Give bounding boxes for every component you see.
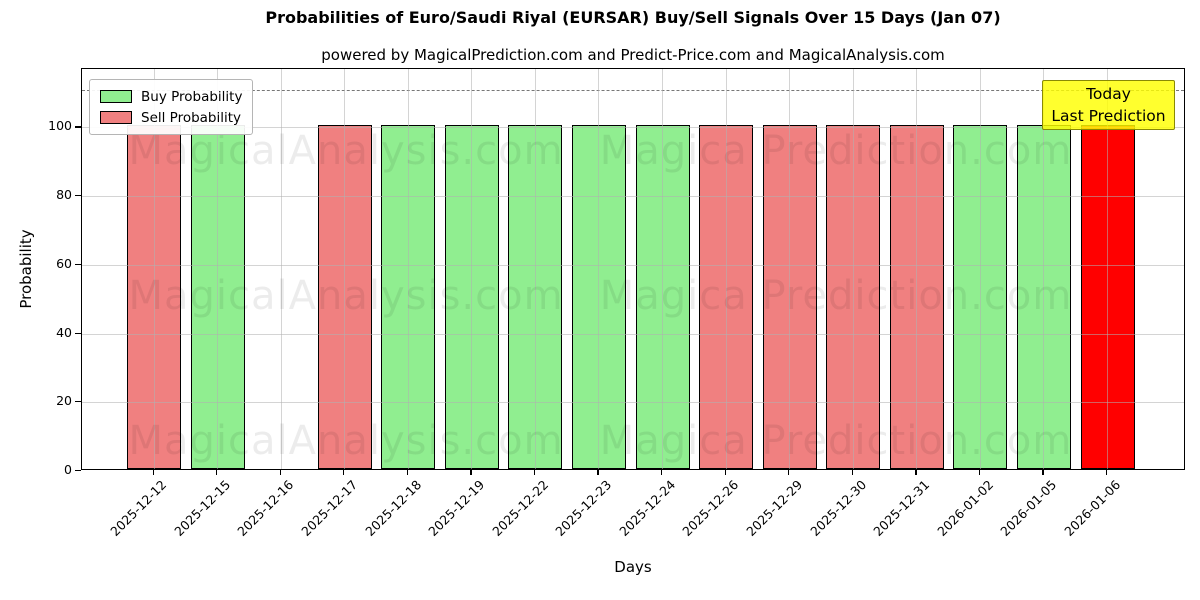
chart-subtitle: powered by MagicalPrediction.com and Pre… (321, 46, 945, 64)
x-gridline (725, 69, 727, 469)
x-tick-label: 2025-12-30 (806, 477, 869, 539)
x-gridline (407, 69, 409, 469)
y-tick-mark (75, 332, 81, 334)
legend-label: Buy Probability (141, 88, 243, 105)
x-gridline (153, 69, 155, 469)
y-tick-label: 80 (56, 187, 72, 203)
y-tick-mark (75, 470, 81, 472)
x-tick-mark (661, 470, 663, 475)
x-tick-label: 2025-12-26 (679, 477, 742, 539)
threshold-dashed-line (82, 89, 1184, 91)
x-tick-mark (1042, 470, 1044, 475)
x-tick-label: 2025-12-29 (743, 477, 806, 539)
x-tick-label: 2026-01-06 (1061, 477, 1124, 539)
x-gridline (852, 69, 854, 469)
y-tick-mark (75, 401, 81, 403)
watermark-left: MagicalAnalysis.com (128, 128, 564, 174)
y-tick-label: 40 (56, 324, 72, 340)
y-gridline (82, 333, 1184, 335)
x-tick-label: 2025-12-15 (171, 477, 234, 539)
y-tick-label: 20 (56, 393, 72, 409)
watermark-left: MagicalAnalysis.com (128, 273, 564, 319)
x-tick-label: 2025-12-18 (361, 477, 424, 539)
x-tick-mark (788, 470, 790, 475)
x-tick-mark (406, 470, 408, 475)
x-gridline (280, 69, 282, 469)
x-tick-mark (597, 470, 599, 475)
x-gridline (534, 69, 536, 469)
x-tick-mark (724, 470, 726, 475)
y-tick-mark (75, 195, 81, 197)
y-tick-label: 0 (64, 462, 72, 477)
x-gridline (789, 69, 791, 469)
x-gridline (598, 69, 600, 469)
x-tick-label: 2025-12-24 (616, 477, 679, 539)
x-tick-mark (978, 470, 981, 475)
y-tick-label: 100 (48, 118, 72, 134)
y-gridline (82, 264, 1184, 266)
x-tick-label: 2026-01-05 (997, 477, 1060, 539)
y-gridline (82, 402, 1184, 404)
x-tick-mark (279, 470, 281, 475)
x-tick-mark (1106, 470, 1108, 475)
legend-item-sell: Sell Probability (100, 107, 242, 128)
x-tick-label: 2025-12-22 (489, 477, 552, 539)
sell-swatch-icon (100, 111, 132, 124)
x-tick-mark (851, 470, 853, 475)
x-tick-label: 2025-12-17 (298, 477, 361, 539)
x-tick-label: 2025-12-16 (234, 477, 297, 539)
plot-area: Buy Probability Sell Probability Magical… (81, 68, 1185, 470)
today-annotation-line1: Today (1086, 85, 1131, 103)
x-tick-mark (470, 470, 472, 475)
legend-label: Sell Probability (141, 109, 242, 126)
x-tick-mark (152, 470, 154, 475)
buy-swatch-icon (100, 90, 132, 103)
y-gridline (82, 127, 1184, 129)
x-tick-mark (533, 470, 536, 475)
today-annotation-line2: Last Prediction (1051, 107, 1166, 125)
x-gridline (471, 69, 473, 469)
x-gridline (1043, 69, 1045, 469)
x-gridline (979, 69, 981, 469)
y-tick-mark (75, 126, 81, 128)
legend-item-buy: Buy Probability (100, 86, 242, 107)
watermark-right: Magica Prediction.com (599, 418, 1073, 464)
legend: Buy Probability Sell Probability (89, 79, 254, 135)
x-tick-label: 2026-01-02 (934, 477, 997, 539)
x-gridline (662, 69, 664, 469)
x-axis-label: Days (614, 558, 652, 576)
x-gridline (344, 69, 346, 469)
watermark-right: Magica Prediction.com (599, 273, 1073, 319)
y-tick-mark (75, 263, 81, 266)
x-tick-mark (216, 470, 218, 475)
x-gridline (217, 69, 219, 469)
watermark-right: Magica Prediction.com (599, 128, 1073, 174)
x-tick-label: 2025-12-31 (870, 477, 933, 539)
y-gridline (82, 196, 1184, 198)
x-gridline (1107, 69, 1109, 469)
today-annotation: Today Last Prediction (1042, 80, 1175, 130)
watermark-left: MagicalAnalysis.com (128, 418, 564, 464)
x-tick-label: 2025-12-19 (425, 477, 488, 539)
chart-title: Probabilities of Euro/Saudi Riyal (EURSA… (265, 8, 1001, 27)
x-tick-label: 2025-12-23 (552, 477, 615, 539)
x-tick-mark (915, 470, 917, 475)
x-tick-mark (343, 470, 345, 475)
x-tick-label: 2025-12-12 (107, 477, 170, 539)
x-gridline (916, 69, 918, 469)
y-tick-label: 60 (56, 255, 72, 271)
